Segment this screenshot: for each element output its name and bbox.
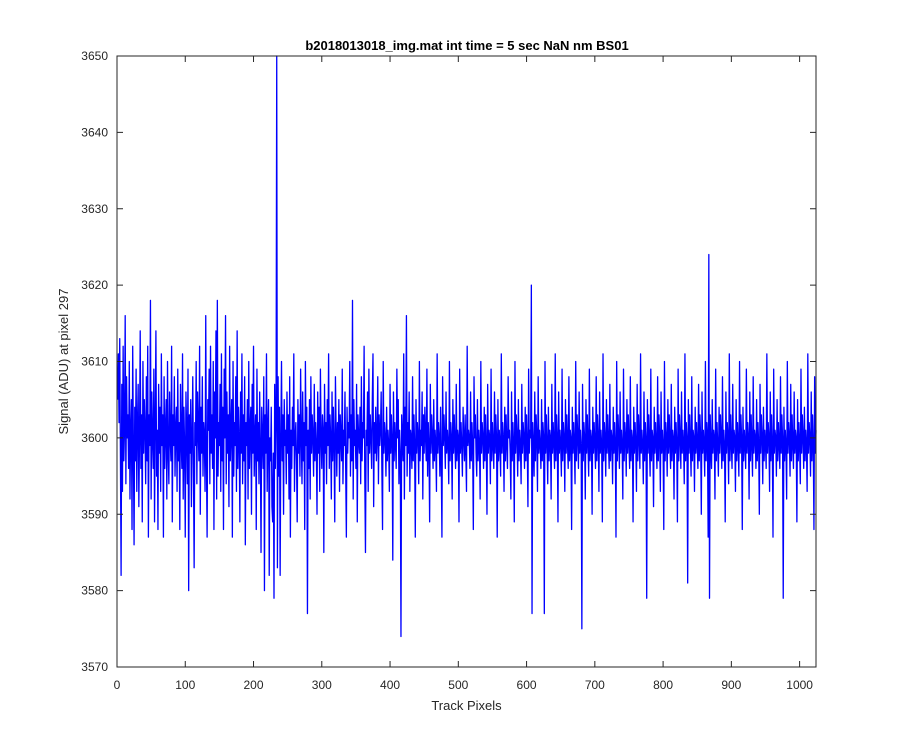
x-tick-label: 1000 [786,678,813,692]
x-tick-label: 500 [448,678,468,692]
x-tick-label: 700 [585,678,605,692]
y-tick-label: 3650 [81,49,108,63]
y-tick-label: 3590 [81,507,108,521]
x-tick-label: 200 [244,678,264,692]
x-tick-label: 900 [721,678,741,692]
y-tick-label: 3610 [81,355,108,369]
y-tick-label: 3630 [81,202,108,216]
y-tick-label: 3580 [81,584,108,598]
x-axis-label: Track Pixels [431,698,502,713]
x-tick-label: 800 [653,678,673,692]
x-axis: 0 100 200 300 400 500 600 700 800 900 1000 [114,56,813,692]
y-axis: 3570 3580 3590 3600 3610 3620 3630 3640 3650 [81,49,816,674]
y-tick-label: 3620 [81,278,108,292]
x-tick-label: 100 [175,678,195,692]
series-line [117,55,817,638]
chart-title: b2018013018_img.mat int time = 5 sec NaN… [305,38,628,53]
y-tick-label: 3600 [81,431,108,445]
x-tick-label: 300 [312,678,332,692]
y-axis-label: Signal (ADU) at pixel 297 [56,289,71,435]
x-tick-label: 0 [114,678,121,692]
plot-area [116,55,817,668]
x-tick-label: 600 [517,678,537,692]
y-tick-label: 3570 [81,660,108,674]
y-tick-label: 3640 [81,125,108,139]
x-tick-label: 400 [380,678,400,692]
